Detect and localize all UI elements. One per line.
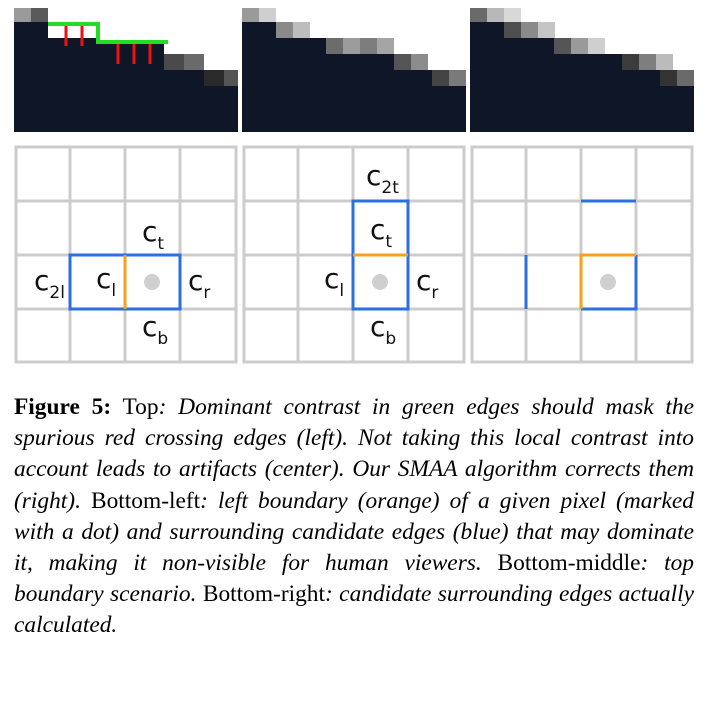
grid-right-diagram <box>470 145 694 364</box>
boundary-edges <box>579 253 636 309</box>
caption-bottom-middle-text: : top boundary scenario. <box>14 550 694 608</box>
label-cb: cb <box>370 310 396 349</box>
caption-bottom-left-label: Bottom-left <box>80 487 201 514</box>
label-ct: ct <box>370 213 392 252</box>
light-pixels <box>470 8 694 86</box>
grid-middle-diagram: c2t ct cl cr cb <box>242 145 466 364</box>
label-cl: cl <box>96 262 116 301</box>
label-c2t: c2t <box>366 159 399 198</box>
label-ct: ct <box>142 215 164 254</box>
caption-top-label: Top <box>111 394 159 420</box>
label-cr: cr <box>416 264 438 303</box>
label-c2l: c2l <box>34 264 65 303</box>
calculated-candidate-edges <box>524 199 638 311</box>
pixel-panel-left <box>14 8 238 132</box>
grid-middle-labels: c2t ct cl cr cb <box>324 159 438 349</box>
grid-left-diagram: ct c2l cl cr cb <box>14 145 238 364</box>
caption-bottom-middle-label: Bottom-middle <box>481 550 641 577</box>
caption-bottom-right-label: Bottom-right <box>196 581 325 608</box>
caption-bottom-right-text: : candidate surrounding edges actually c… <box>14 581 695 639</box>
dot-icon <box>372 274 388 290</box>
dot-icon <box>600 274 616 290</box>
grid-panel-middle: c2t ct cl cr cb <box>242 145 466 364</box>
grid-panel-right <box>470 145 694 364</box>
pixel-crop-center-image <box>242 8 466 132</box>
pixel-panel-right <box>470 8 694 132</box>
dot-icon <box>144 274 160 290</box>
caption-top-text: : Dominant contrast in green edges shoul… <box>14 394 694 514</box>
grid-left-labels: ct c2l cl cr cb <box>34 215 210 349</box>
caption-bottom-left-text: : left boundary (orange) of a given pixe… <box>14 487 694 577</box>
figure-caption: Figure 5: Top: Dominant contrast in gree… <box>14 392 694 642</box>
pixel-crop-right-image <box>470 8 694 132</box>
spurious-red-edges <box>64 26 152 64</box>
pixel-crop-left-image <box>14 8 238 132</box>
pixel-panel-center <box>242 8 466 132</box>
figure-label: Figure 5: <box>14 394 112 420</box>
light-pixels <box>242 8 466 86</box>
grid-panel-left: ct c2l cl cr cb <box>14 145 238 364</box>
label-cb: cb <box>142 310 168 349</box>
label-cl: cl <box>324 262 344 301</box>
dominant-green-edges <box>48 22 168 44</box>
light-pixels <box>14 8 238 86</box>
label-cr: cr <box>188 264 210 303</box>
